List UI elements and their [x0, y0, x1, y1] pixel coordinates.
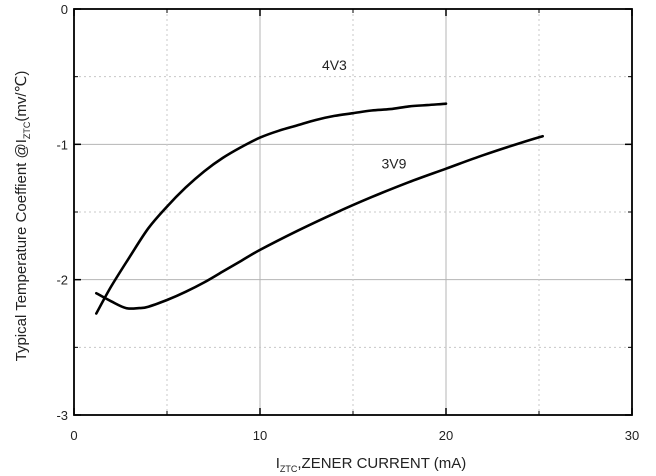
y-tick-label: -2 — [56, 273, 68, 288]
x-tick-label: 0 — [70, 428, 77, 443]
ticks: 0 10 20 30 0 -1 -2 -3 — [56, 2, 639, 443]
series-label-4v3: 4V3 — [322, 57, 347, 73]
grid — [74, 9, 632, 415]
series-line-4v3 — [95, 102, 448, 315]
x-axis-label-sub: ZTC — [280, 464, 298, 474]
y-axis-label-rest: (mv/℃) — [13, 71, 30, 122]
y-tick-label: -3 — [56, 408, 68, 423]
x-axis-label: IZTC,ZENER CURRENT (mA) — [276, 455, 467, 474]
series: 4V3 3V9 — [95, 57, 544, 315]
y-axis-label-sub: ZTC — [22, 121, 32, 139]
x-tick-label: 30 — [625, 428, 639, 443]
x-axis-label-main: I — [276, 455, 280, 472]
x-tick-label: 10 — [253, 428, 267, 443]
y-axis-label: Typical Temperature Coeffient @IZTC(mv/℃… — [13, 71, 32, 362]
series-label-3v9: 3V9 — [381, 156, 406, 172]
y-axis-label-main: Typical Temperature Coeffient @I — [13, 139, 30, 361]
series-line-3v9 — [95, 134, 544, 310]
x-axis-label-rest: ,ZENER CURRENT (mA) — [297, 455, 466, 472]
y-tick-label: 0 — [61, 2, 68, 17]
y-tick-label: -1 — [56, 137, 68, 152]
x-tick-label: 20 — [439, 428, 453, 443]
